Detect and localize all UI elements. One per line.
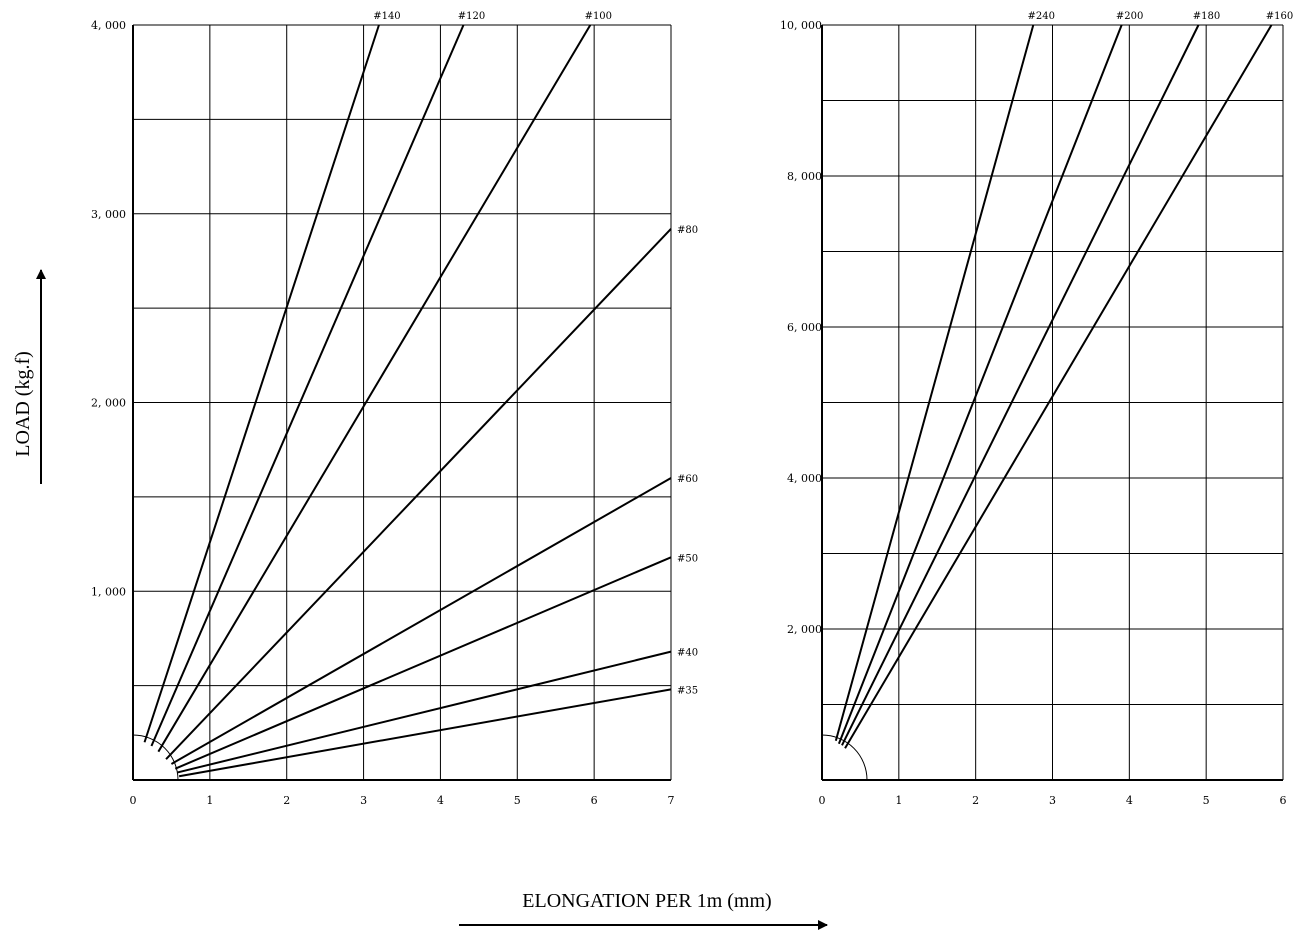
left-x-tick-label: 3 <box>360 794 367 807</box>
left-series-label: #50 <box>677 553 698 564</box>
right-x-tick-label: 2 <box>972 794 979 807</box>
left-x-tick-label: 5 <box>514 794 521 807</box>
left-series-label: #60 <box>677 474 698 485</box>
right-x-tick-label: 4 <box>1126 794 1133 807</box>
right-series-label: #200 <box>1116 11 1143 22</box>
left-y-tick-label: 3, 000 <box>91 208 126 221</box>
x-axis-title-group: ELONGATION PER 1m (mm) <box>459 890 828 930</box>
right-y-tick-label: 2, 000 <box>787 623 822 636</box>
right-series-label: #180 <box>1193 11 1220 22</box>
left-x-tick-label: 0 <box>130 794 137 807</box>
right-x-tick-label: 0 <box>819 794 826 807</box>
left-series-label: #120 <box>458 11 485 22</box>
chart-left-small-sizes: 0 1 2 3 4 5 6 7 1, 000 2, 000 3, 000 4, 000 #140 #120… <box>91 11 698 807</box>
left-series-line <box>177 650 672 774</box>
left-x-tick-label: 4 <box>437 794 444 807</box>
y-axis-title-group: LOAD (kg.f) <box>12 269 46 484</box>
left-y-tick-label: 4, 000 <box>91 19 126 32</box>
left-series-label: #40 <box>677 648 698 659</box>
right-x-tick-label: 5 <box>1203 794 1210 807</box>
left-series-line <box>170 477 672 765</box>
left-series-line <box>174 556 672 770</box>
right-x-tick-label: 1 <box>895 794 902 807</box>
left-series-line <box>150 24 465 747</box>
right-series-label: #160 <box>1266 11 1293 22</box>
right-y-tick-label: 6, 000 <box>787 321 822 334</box>
right-series-line <box>841 24 1200 746</box>
y-axis-title: LOAD (kg.f) <box>12 351 34 457</box>
left-series-line <box>165 228 672 760</box>
right-y-tick-label: 8, 000 <box>787 170 822 183</box>
left-series-line <box>157 24 592 753</box>
right-y-tick-label: 4, 000 <box>787 472 822 485</box>
right-y-tick-label: 10, 000 <box>780 19 822 32</box>
x-axis-title: ELONGATION PER 1m (mm) <box>522 890 771 912</box>
right-origin-arc <box>821 734 868 781</box>
left-series-line <box>143 24 380 743</box>
left-series-line <box>178 688 672 778</box>
left-x-tick-label: 2 <box>283 794 290 807</box>
left-series-label: #100 <box>585 11 612 22</box>
left-x-tick-label: 1 <box>206 794 213 807</box>
right-series-line <box>837 24 1123 745</box>
chart-right-large-sizes: 0 1 2 3 4 5 6 2, 000 4, 000 6, 000 8, 000 10, 000 #2… <box>780 11 1293 807</box>
left-y-tick-label: 2, 000 <box>91 397 126 410</box>
left-series-label: #140 <box>373 11 400 22</box>
left-series-label: #80 <box>677 225 698 236</box>
right-series-line <box>834 24 1035 742</box>
right-series-line <box>844 24 1273 749</box>
left-x-tick-label: 6 <box>591 794 598 807</box>
left-y-tick-label: 1, 000 <box>91 585 126 598</box>
left-origin-arc <box>132 734 179 781</box>
left-series-label: #35 <box>677 685 698 696</box>
right-series-label: #240 <box>1028 11 1055 22</box>
right-x-tick-label: 6 <box>1280 794 1287 807</box>
left-x-tick-label: 7 <box>668 794 675 807</box>
right-x-tick-label: 3 <box>1049 794 1056 807</box>
